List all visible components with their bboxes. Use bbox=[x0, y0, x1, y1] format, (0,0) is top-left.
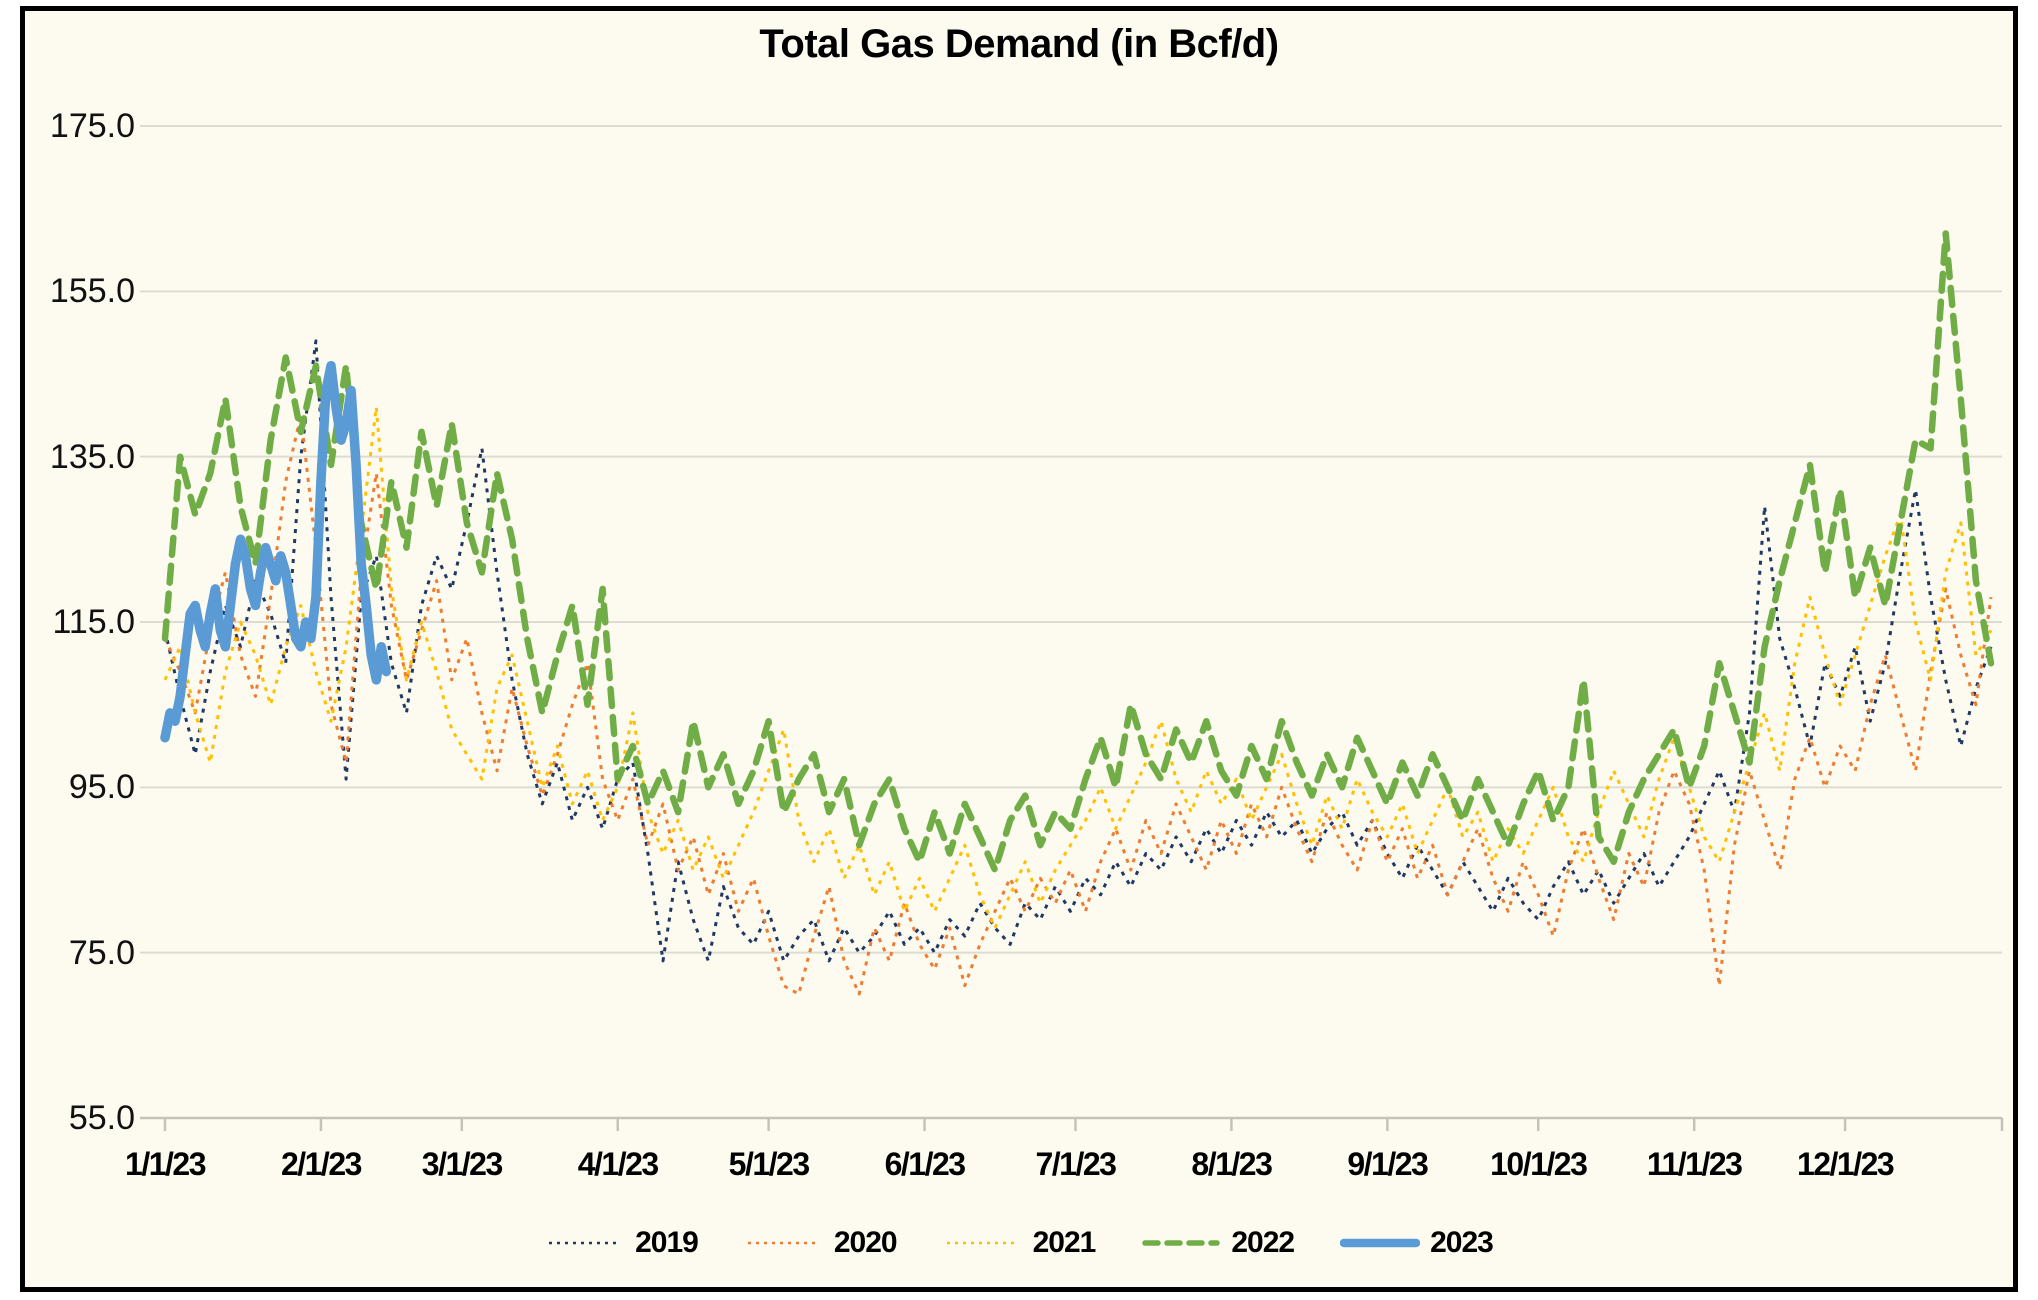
x-tick-label: 4/1/23 bbox=[577, 1146, 659, 1182]
legend-line-sample-2023 bbox=[1340, 1238, 1421, 1248]
x-tick-label: 1/1/23 bbox=[125, 1146, 206, 1182]
y-tick-label: 55.0 bbox=[68, 1099, 135, 1137]
legend-line-sample-2021 bbox=[946, 1241, 1019, 1245]
series-line-2019 bbox=[163, 339, 1993, 963]
y-tick-label: 75.0 bbox=[68, 933, 135, 972]
series-line-2023 bbox=[160, 360, 392, 743]
y-tick-label: 155.0 bbox=[49, 272, 135, 311]
x-tick-label: 6/1/23 bbox=[884, 1146, 966, 1182]
x-tick-label: 7/1/23 bbox=[1035, 1146, 1116, 1182]
legend-label: 2020 bbox=[833, 1226, 898, 1259]
legend-item-2020: 2020 bbox=[744, 1226, 898, 1260]
legend-item-2022: 2022 bbox=[1141, 1226, 1295, 1260]
x-tick-label: 12/1/23 bbox=[1796, 1146, 1895, 1182]
legend-item-2023: 2023 bbox=[1340, 1226, 1494, 1260]
y-tick-label: 95.0 bbox=[68, 768, 135, 807]
legend-line-sample-2019 bbox=[549, 1241, 622, 1245]
legend-label: 2023 bbox=[1430, 1226, 1494, 1259]
legend-label: 2021 bbox=[1032, 1226, 1097, 1259]
legend: 2019 2020 2021 2022 2023 bbox=[0, 1226, 2038, 1260]
legend-line-sample-2022 bbox=[1142, 1240, 1221, 1246]
x-tick-label: 3/1/23 bbox=[421, 1146, 503, 1182]
chart-frame bbox=[20, 6, 2018, 1292]
x-tick-label: 11/1/23 bbox=[1646, 1146, 1743, 1182]
y-tick-label: 175.0 bbox=[49, 107, 135, 145]
x-tick-label: 2/1/23 bbox=[280, 1146, 362, 1182]
chart-title: Total Gas Demand (in Bcf/d) bbox=[759, 22, 1279, 66]
legend-item-2019: 2019 bbox=[545, 1226, 699, 1260]
x-tick-label: 5/1/23 bbox=[728, 1146, 810, 1182]
legend-line-sample-2020 bbox=[747, 1241, 820, 1245]
legend-item-2021: 2021 bbox=[943, 1226, 1096, 1260]
x-tick-label: 9/1/23 bbox=[1347, 1146, 1428, 1182]
legend-label: 2019 bbox=[635, 1226, 699, 1259]
legend-label: 2022 bbox=[1231, 1226, 1295, 1259]
x-tick-label: 10/1/23 bbox=[1490, 1146, 1588, 1182]
y-tick-label: 135.0 bbox=[49, 437, 135, 476]
series-line-2022 bbox=[161, 230, 1995, 874]
y-tick-label: 115.0 bbox=[52, 603, 135, 641]
x-tick-label: 8/1/23 bbox=[1191, 1146, 1272, 1182]
